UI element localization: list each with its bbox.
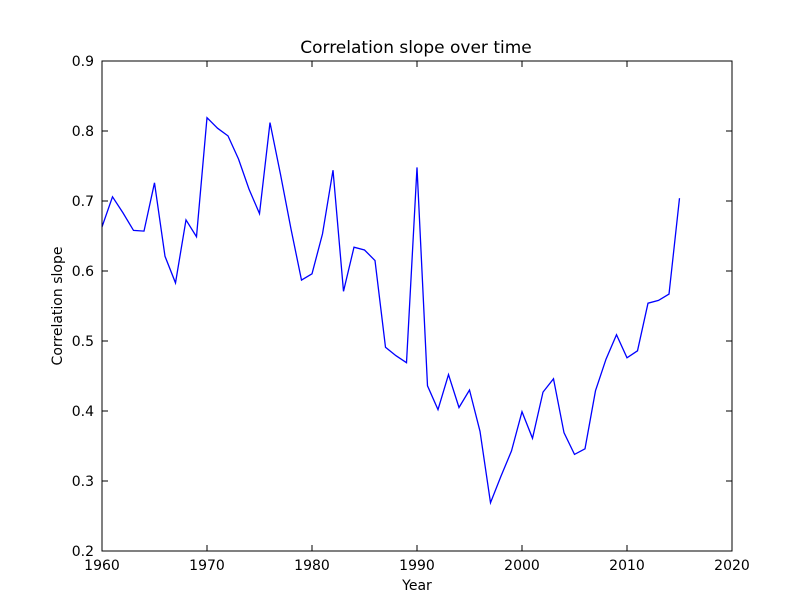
series-line: [101, 116, 681, 506]
plot-frame: [101, 60, 733, 552]
chart-title: Correlation slope over time: [300, 38, 532, 58]
x-tick-label: 2020: [714, 558, 750, 574]
x-tick-label: 1980: [294, 558, 330, 574]
y-tick-label: 0.8: [72, 124, 94, 140]
x-tick-label: 2010: [609, 558, 645, 574]
y-tick-label: 0.7: [72, 194, 94, 210]
y-tick-label: 0.6: [72, 264, 94, 280]
y-tick-label: 0.2: [72, 544, 94, 560]
y-tick-label: 0.3: [72, 474, 94, 490]
x-tick-label: 2000: [504, 558, 540, 574]
y-tick-label: 0.5: [72, 334, 94, 350]
x-tick-label: 1970: [189, 558, 225, 574]
y-tick-label: 0.9: [72, 54, 94, 70]
x-tick-label: 1960: [84, 558, 120, 574]
x-axis-label: Year: [401, 578, 432, 594]
y-tick-label: 0.4: [72, 404, 94, 420]
x-tick-label: 1990: [399, 558, 435, 574]
y-axis-label: Correlation slope: [50, 247, 66, 366]
